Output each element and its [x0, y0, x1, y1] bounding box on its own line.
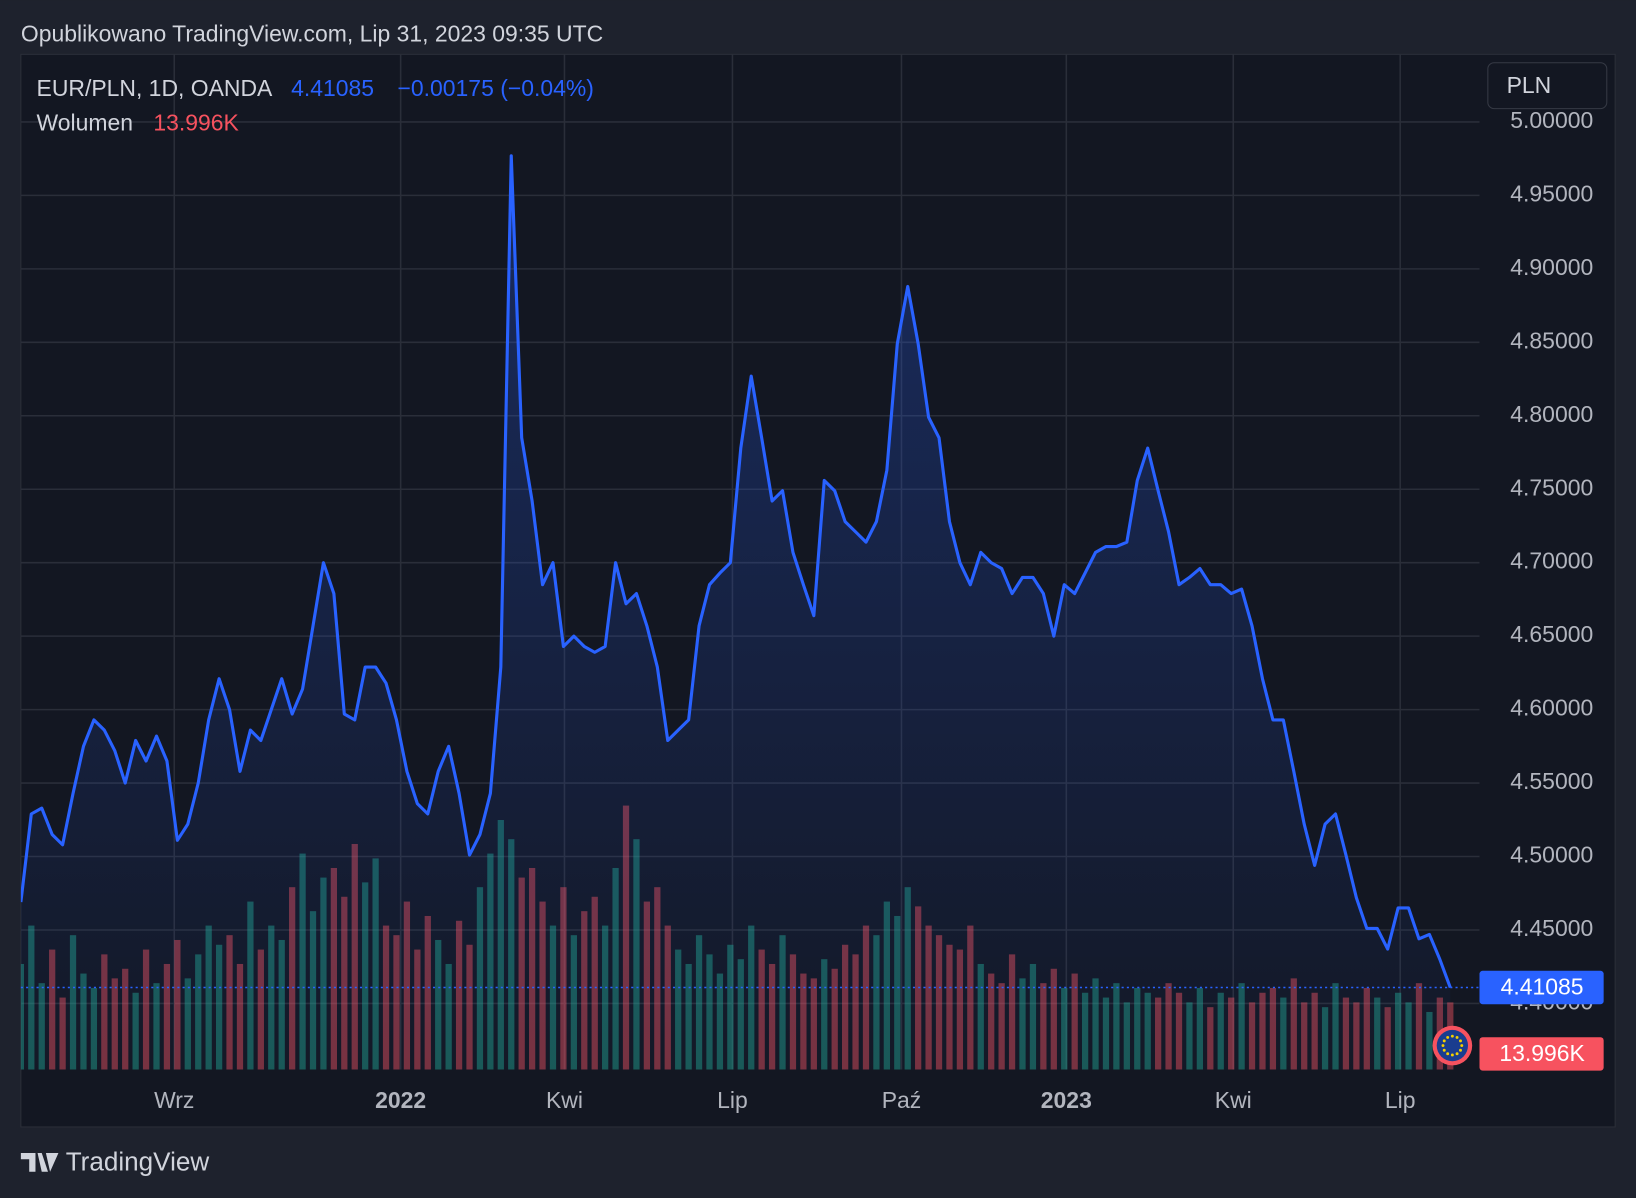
symbol-legend: EUR/PLN, 1D, OANDA [37, 75, 274, 101]
price-line [20, 154, 1452, 989]
volume-last: 13.996K [153, 109, 239, 135]
currency-label[interactable]: PLN [1507, 72, 1552, 98]
last-price-box [1479, 970, 1604, 1005]
flag-star [1459, 1048, 1462, 1052]
y-tick-label: 4.45000 [1510, 915, 1593, 941]
y-tick-label: 4.95000 [1510, 180, 1593, 206]
y-tick-label: 4.60000 [1510, 695, 1593, 721]
y-tick-label: 4.90000 [1510, 254, 1593, 280]
volume-last-label: 13.996K [1499, 1040, 1585, 1066]
flag-star [1450, 1034, 1454, 1038]
currency-box[interactable] [1487, 62, 1608, 110]
published-note: Opublikowano TradingView.com, Lip 31, 20… [21, 21, 603, 47]
brand-name: TradingView [66, 1146, 210, 1176]
currency-flag [1436, 1029, 1469, 1062]
y-tick-label: 4.80000 [1510, 401, 1593, 427]
flag-star [1442, 1048, 1446, 1052]
y-tick-label: 4.65000 [1510, 621, 1593, 647]
currency-button[interactable]: PLN [1487, 62, 1608, 110]
flag-star [1446, 1052, 1450, 1056]
last-price: 4.41085 [291, 75, 374, 101]
flag-star [1441, 1044, 1445, 1048]
volume-last-box [1479, 1037, 1604, 1071]
flag-star [1446, 1035, 1450, 1039]
last-price-label: 4.41085 [1501, 974, 1584, 1000]
y-tick-label: 4.75000 [1510, 474, 1593, 500]
y-tick-label: 4.85000 [1510, 327, 1593, 353]
y-tick-label: 4.55000 [1510, 768, 1593, 794]
y-tick-label: 4.50000 [1510, 842, 1593, 868]
y-tick-label: 5.00000 [1510, 107, 1593, 133]
price-change: −0.00175 (−0.04%) [398, 75, 594, 101]
x-tick-label: Wrz [154, 1087, 194, 1113]
area-fill [20, 155, 1451, 1070]
flag-star [1455, 1052, 1459, 1056]
flag-star [1455, 1035, 1459, 1039]
x-tick-label: Kwi [1215, 1087, 1252, 1113]
flag-star [1459, 1039, 1462, 1043]
x-tick-label: Lip [717, 1087, 748, 1113]
x-tick-label: Paź [882, 1087, 922, 1113]
flag-star [1450, 1053, 1454, 1057]
volume-legend: Wolumen [37, 109, 133, 135]
x-tick-label: Lip [1385, 1087, 1416, 1113]
x-tick-label: 2022 [375, 1087, 426, 1113]
x-tick-label: Kwi [546, 1087, 583, 1113]
flag-star [1460, 1044, 1464, 1048]
axes: 4.400004.450004.500004.550004.600004.650… [20, 107, 1604, 1113]
y-tick-label: 4.70000 [1510, 548, 1593, 574]
price-area [20, 154, 1452, 1070]
flag-star [1442, 1039, 1446, 1043]
x-tick-label: 2023 [1041, 1087, 1092, 1113]
